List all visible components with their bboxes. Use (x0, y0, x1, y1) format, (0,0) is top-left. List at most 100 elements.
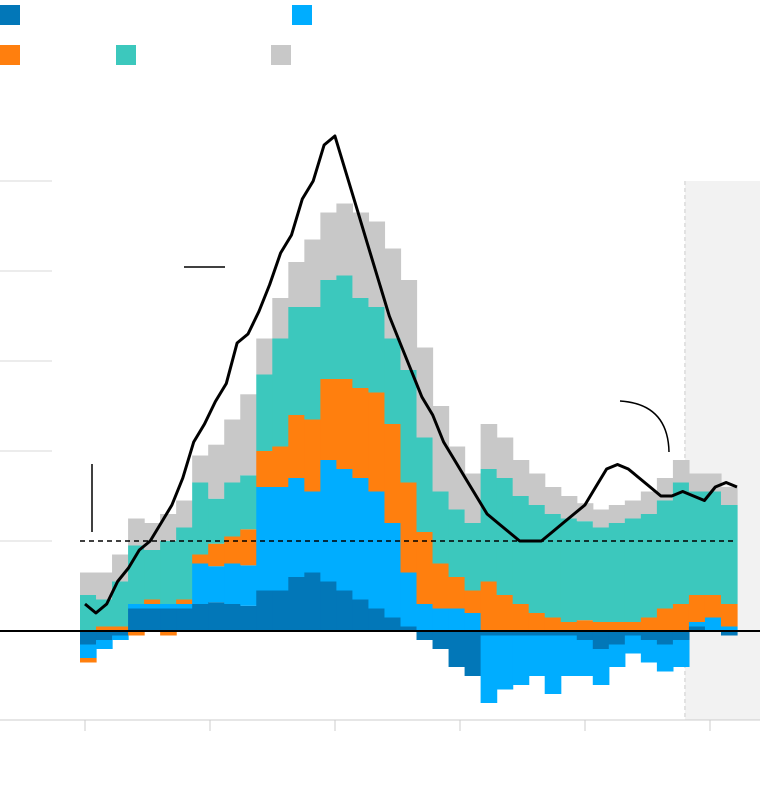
bar-s4-6 (176, 527, 193, 600)
bar-s5-12 (272, 298, 289, 339)
bar-s5-32 (592, 509, 610, 528)
bar-s2-0 (80, 644, 97, 658)
bar-s2-17 (352, 478, 370, 600)
bar-s1-31 (576, 631, 594, 640)
bar-s2-19 (384, 523, 402, 618)
bar-s4-37 (672, 482, 690, 604)
bar-s5-14 (304, 239, 321, 307)
bar-s1-15 (320, 581, 337, 631)
bar-s5-20 (400, 280, 418, 370)
legend-swatch-s2 (292, 5, 312, 25)
bar-s1-20 (400, 626, 418, 631)
bar-s3-37 (672, 604, 690, 631)
bar-s2-1 (96, 640, 113, 649)
bar-s2-28 (528, 635, 546, 676)
bar-s1-7 (192, 604, 209, 631)
bar-s4-30 (560, 518, 578, 622)
bar-s5-6 (176, 500, 193, 528)
bar-s1-25 (480, 631, 498, 636)
bar-s3-13 (288, 415, 305, 478)
bar-s4-0 (80, 595, 97, 631)
bar-s1-12 (272, 590, 289, 631)
bar-s1-5 (160, 608, 177, 631)
bar-s5-5 (160, 514, 177, 541)
bar-s5-3 (128, 518, 145, 546)
bar-s2-27 (512, 635, 530, 685)
bar-s2-33 (608, 644, 626, 667)
bar-s3-20 (400, 482, 418, 573)
bar-s3-12 (272, 446, 289, 487)
bar-s5-29 (544, 487, 562, 514)
bar-s2-8 (208, 566, 225, 603)
bar-s1-19 (384, 617, 402, 631)
bar-s5-16 (336, 203, 354, 276)
bar-s2-26 (496, 635, 514, 690)
bar-s5-33 (608, 505, 626, 523)
bar-s1-17 (352, 599, 370, 631)
bar-s4-1 (96, 599, 113, 627)
bar-s3-2 (112, 626, 129, 631)
bar-s3-33 (608, 622, 626, 631)
bar-s1-13 (288, 577, 305, 631)
bar-s5-9 (224, 419, 241, 483)
bar-s2-12 (272, 487, 289, 591)
bar-s3-16 (336, 379, 354, 469)
bar-s1-16 (336, 590, 354, 631)
bar-s1-18 (368, 608, 386, 631)
bar-s1-34 (624, 631, 642, 636)
bar-s4-2 (112, 581, 129, 627)
bar-s3-6 (176, 599, 193, 604)
bar-s1-35 (640, 631, 658, 640)
bar-s1-8 (208, 602, 225, 631)
bar-s1-6 (176, 608, 193, 631)
bar-s1-3 (128, 608, 145, 631)
x-axis (0, 719, 760, 731)
bar-s1-38 (688, 626, 706, 631)
bar-s3-1 (96, 626, 113, 631)
bar-s2-21 (416, 604, 434, 631)
bar-s1-10 (240, 605, 257, 631)
bar-s1-4 (144, 608, 161, 631)
bar-s2-24 (464, 613, 482, 631)
bar-s4-7 (192, 482, 209, 555)
bar-s3-21 (416, 532, 434, 604)
bar-s3-15 (320, 379, 337, 460)
bar-s3-25 (480, 581, 498, 631)
bar-s1-30 (560, 631, 578, 636)
bar-s2-29 (544, 635, 562, 694)
bar-s4-21 (416, 437, 434, 532)
bar-s4-8 (208, 498, 225, 544)
total-line-series (84, 134, 738, 615)
bar-s1-26 (496, 631, 514, 636)
bar-s5-35 (640, 491, 658, 514)
bar-s2-13 (288, 478, 305, 577)
bar-s4-19 (384, 338, 402, 424)
bar-s4-13 (288, 307, 305, 415)
bar-s4-23 (448, 509, 466, 577)
bar-s1-32 (592, 631, 610, 649)
forecast-shading (684, 181, 760, 720)
bar-s2-10 (240, 565, 257, 606)
bar-s3-36 (656, 608, 674, 631)
bar-s1-14 (304, 572, 321, 631)
bar-s1-21 (416, 631, 434, 640)
bar-s2-4 (144, 604, 161, 609)
legend-swatch-s4 (116, 45, 136, 65)
bar-s3-5 (160, 631, 177, 636)
bar-s2-18 (368, 491, 386, 609)
bar-s1-33 (608, 631, 626, 645)
bar-s2-38 (688, 622, 706, 627)
bar-s1-29 (544, 631, 562, 636)
bar-s3-39 (704, 595, 722, 618)
bar-s1-27 (512, 631, 530, 636)
bar-s3-23 (448, 577, 466, 609)
bar-s4-38 (688, 491, 706, 595)
bar-s4-35 (640, 514, 658, 618)
bar-s5-38 (688, 473, 706, 492)
bar-s2-25 (480, 635, 498, 703)
annotations (91, 266, 670, 532)
bar-s4-31 (576, 521, 594, 621)
bar-s4-32 (592, 527, 610, 622)
bar-s5-8 (208, 444, 225, 499)
bar-s3-14 (304, 419, 321, 492)
